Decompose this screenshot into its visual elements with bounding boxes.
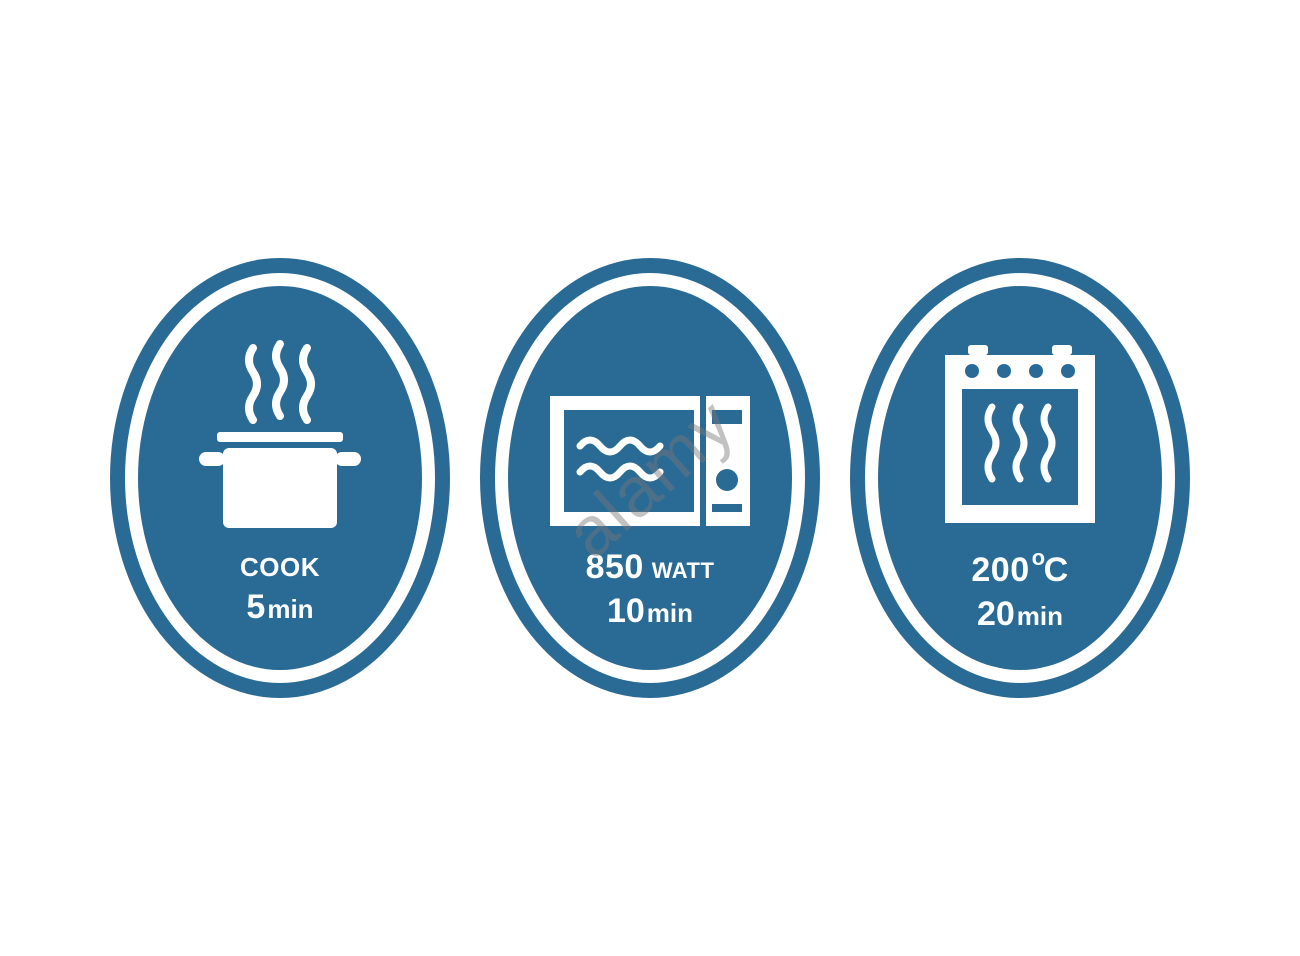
cooking-badges-row: COOK 5min <box>110 258 1190 698</box>
oven-temp-unit: C <box>1044 551 1069 589</box>
badge-line1: 850 WATT <box>586 550 715 584</box>
microwave-watt-value: 850 <box>586 548 644 586</box>
badge-line2: 5min <box>246 590 313 624</box>
microwave-time-value: 10 <box>607 592 645 630</box>
badge-microwave: 850 WATT 10min <box>480 258 820 698</box>
oven-icon <box>930 333 1110 533</box>
badge-line2: 20min <box>977 597 1063 631</box>
microwave-time-unit: min <box>647 598 693 628</box>
badge-oven: 200oC 20min <box>850 258 1190 698</box>
cook-time-value: 5 <box>246 588 265 626</box>
pot-icon <box>175 340 385 540</box>
badge-ring: COOK 5min <box>125 273 435 683</box>
microwave-watt-unit: WATT <box>652 558 715 583</box>
cook-time-unit: min <box>267 594 313 624</box>
oven-time-unit: min <box>1017 601 1063 631</box>
oven-time-value: 20 <box>977 595 1015 633</box>
microwave-icon <box>540 336 760 536</box>
oven-temp-value: 200 <box>971 551 1029 589</box>
badge-line1: COOK <box>240 554 320 580</box>
badge-inner: 200oC 20min <box>878 286 1162 670</box>
badge-ring: 850 WATT 10min <box>495 273 805 683</box>
badge-line2: 10min <box>607 594 693 628</box>
badge-inner: COOK 5min <box>138 286 422 670</box>
badge-line1: 200oC <box>971 547 1068 587</box>
badge-ring: 200oC 20min <box>865 273 1175 683</box>
badge-cook: COOK 5min <box>110 258 450 698</box>
badge-inner: 850 WATT 10min <box>508 286 792 670</box>
cook-label: COOK <box>240 552 320 582</box>
